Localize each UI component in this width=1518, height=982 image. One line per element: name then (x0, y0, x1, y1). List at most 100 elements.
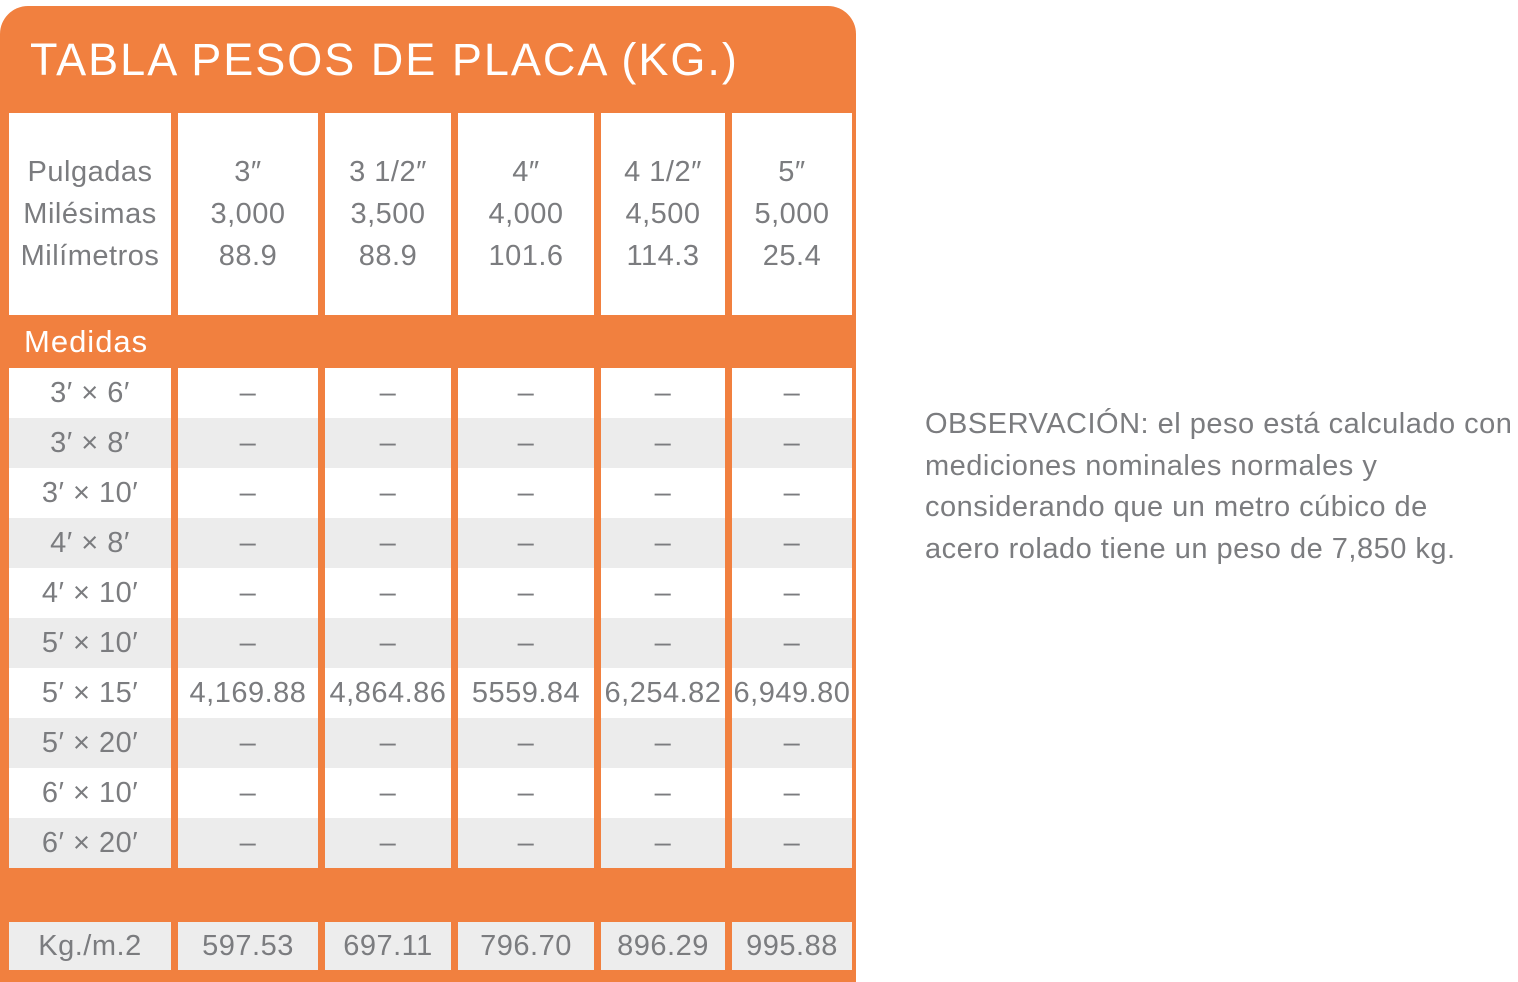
row-size-label: 5′ × 10′ (9, 618, 171, 668)
observation-line: considerando que un metro cúbico de (925, 491, 1428, 523)
value-cell: – (458, 368, 594, 418)
table-row: 4′ × 10′ – – – – – (0, 568, 856, 618)
footer-label-cell: Kg./m.2 (9, 922, 171, 970)
row-size-label: 5′ × 20′ (9, 718, 171, 768)
header-units-label-pulgadas: Pulgadas (27, 156, 153, 188)
observation-line: OBSERVACIÓN: el peso está calculado con (925, 408, 1513, 440)
header-milimetros-value: 101.6 (488, 240, 564, 272)
table-row: 3′ × 8′ – – – – – (0, 418, 856, 468)
value-cell: – (178, 468, 318, 518)
value-cell: – (601, 568, 725, 618)
value-cell: – (325, 518, 451, 568)
row-size-label: 3′ × 6′ (9, 368, 171, 418)
medidas-section-band: Medidas (0, 315, 856, 368)
row-size-label: 3′ × 10′ (9, 468, 171, 518)
value-cell: – (178, 818, 318, 868)
value-cell: – (601, 718, 725, 768)
value-cell: 4,169.88 (178, 668, 318, 718)
value-cell: 5559.84 (458, 668, 594, 718)
value-cell: – (325, 468, 451, 518)
value-cell: – (325, 418, 451, 468)
header-milesimas-value: 3,000 (210, 198, 286, 230)
footer-value-cell: 796.70 (458, 922, 594, 970)
header-pulgadas-value: 4″ (512, 156, 540, 188)
value-cell: – (325, 568, 451, 618)
value-cell: 6,949.80 (732, 668, 852, 718)
value-cell: – (732, 818, 852, 868)
value-cell: – (458, 768, 594, 818)
value-cell: – (458, 568, 594, 618)
value-cell: – (325, 768, 451, 818)
header-milesimas-value: 5,000 (754, 198, 830, 230)
value-cell: – (601, 768, 725, 818)
row-size-label: 6′ × 20′ (9, 818, 171, 868)
value-cell: – (178, 368, 318, 418)
table-title: TABLA PESOS DE PLACA (KG.) (30, 33, 739, 85)
header-units-cell: Pulgadas Milésimas Milímetros (9, 113, 171, 315)
header-pulgadas-value: 4 1/2″ (624, 156, 702, 188)
value-cell: – (325, 818, 451, 868)
row-size-label: 3′ × 8′ (9, 418, 171, 468)
value-cell: – (601, 518, 725, 568)
table-row: 5′ × 10′ – – – – – (0, 618, 856, 668)
value-cell: – (732, 718, 852, 768)
header-milimetros-value: 88.9 (218, 240, 278, 272)
value-cell: – (732, 618, 852, 668)
row-size-label: 5′ × 15′ (9, 668, 171, 718)
value-cell: 4,864.86 (325, 668, 451, 718)
value-cell: – (325, 718, 451, 768)
header-size-cell: 3″ 3,000 88.9 (178, 113, 318, 315)
header-units-label-milimetros: Milímetros (20, 240, 160, 272)
header-pulgadas-value: 3″ (234, 156, 262, 188)
value-cell: – (732, 368, 852, 418)
value-cell: – (732, 568, 852, 618)
value-cell: – (325, 368, 451, 418)
value-cell: – (732, 768, 852, 818)
footer-value-cell: 995.88 (732, 922, 852, 970)
value-cell: – (178, 768, 318, 818)
header-size-cell: 5″ 5,000 25.4 (732, 113, 852, 315)
table-body: 3′ × 6′ – – – – – 3′ × 8′ – – – – – 3′ × 10′ – – –… (0, 368, 856, 868)
value-cell: – (601, 618, 725, 668)
value-cell: – (601, 818, 725, 868)
header-pulgadas-value: 3 1/2″ (349, 156, 427, 188)
value-cell: – (732, 518, 852, 568)
value-cell: – (178, 568, 318, 618)
table-row: 3′ × 10′ – – – – – (0, 468, 856, 518)
header-milimetros-value: 88.9 (358, 240, 418, 272)
observation-line: mediciones nominales normales y (925, 449, 1378, 482)
header-milimetros-value: 114.3 (626, 240, 700, 272)
value-cell: – (458, 818, 594, 868)
header-pulgadas-value: 5″ (778, 156, 806, 188)
header-milimetros-value: 25.4 (762, 240, 822, 272)
value-cell: – (601, 468, 725, 518)
row-size-label: 4′ × 8′ (9, 518, 171, 568)
value-cell: – (178, 718, 318, 768)
value-cell: – (601, 418, 725, 468)
observation-note: OBSERVACIÓN: el peso está calculado con m… (925, 404, 1518, 570)
header-size-cell: 4″ 4,000 101.6 (458, 113, 594, 315)
observation-line: acero rolado tiene un peso de 7,850 kg. (925, 532, 1456, 565)
row-size-label: 6′ × 10′ (9, 768, 171, 818)
table-footer-row: Kg./m.2 597.53 697.11 796.70 896.29 995.88 (0, 920, 856, 970)
value-cell: – (458, 518, 594, 568)
table-row: 3′ × 6′ – – – – – (0, 368, 856, 418)
value-cell: – (601, 368, 725, 418)
value-cell: – (325, 618, 451, 668)
value-cell: – (178, 418, 318, 468)
footer-value-cell: 697.11 (325, 922, 451, 970)
row-size-label: 4′ × 10′ (9, 568, 171, 618)
value-cell: 6,254.82 (601, 668, 725, 718)
value-cell: – (458, 418, 594, 468)
orange-spacer-band (0, 868, 856, 920)
table-row: 4′ × 8′ – – – – – (0, 518, 856, 568)
table-header-row: Pulgadas Milésimas Milímetros 3″ 3,000 8… (0, 113, 856, 315)
footer-value-cell: 896.29 (601, 922, 725, 970)
header-size-cell: 4 1/2″ 4,500 114.3 (601, 113, 725, 315)
header-milesimas-value: 3,500 (350, 198, 426, 230)
table-row: 5′ × 20′ – – – – – (0, 718, 856, 768)
value-cell: – (458, 468, 594, 518)
value-cell: – (732, 468, 852, 518)
footer-value-cell: 597.53 (178, 922, 318, 970)
